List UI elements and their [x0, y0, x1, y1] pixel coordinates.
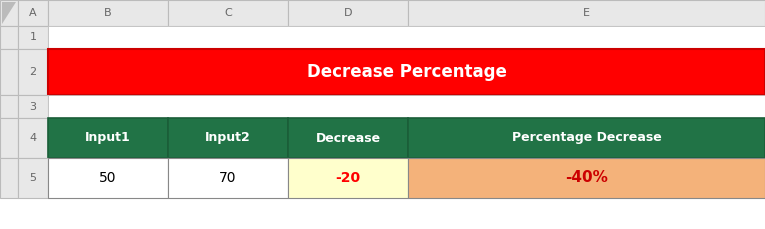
Text: 5: 5 — [30, 173, 37, 183]
Bar — [288, 118, 408, 158]
Bar — [18, 95, 48, 118]
Bar — [168, 118, 288, 158]
Bar — [168, 0, 288, 26]
Bar — [18, 49, 48, 95]
Bar — [48, 118, 168, 158]
Text: C: C — [224, 8, 232, 18]
Bar — [0, 49, 18, 95]
Text: Decrease Percentage: Decrease Percentage — [307, 63, 506, 81]
Bar — [0, 158, 18, 198]
Bar — [48, 49, 765, 95]
Text: 70: 70 — [220, 171, 236, 185]
Text: 4: 4 — [29, 133, 37, 143]
Text: Percentage Decrease: Percentage Decrease — [512, 131, 662, 144]
Bar — [0, 0, 18, 26]
Bar — [408, 118, 765, 158]
Text: -20: -20 — [335, 171, 360, 185]
Bar — [408, 158, 765, 198]
Bar — [288, 0, 408, 26]
Text: A: A — [29, 8, 37, 18]
Bar — [18, 0, 48, 26]
Text: -40%: -40% — [565, 171, 608, 185]
Bar — [408, 0, 765, 26]
Bar — [48, 158, 168, 198]
Text: B: B — [104, 8, 112, 18]
Bar — [0, 26, 18, 49]
Text: Decrease: Decrease — [315, 131, 380, 144]
Bar — [48, 0, 168, 26]
Bar — [18, 158, 48, 198]
Text: 2: 2 — [29, 67, 37, 77]
Bar — [0, 95, 18, 118]
Text: D: D — [343, 8, 352, 18]
Bar — [168, 158, 288, 198]
Bar — [0, 118, 18, 158]
Polygon shape — [2, 2, 16, 24]
Bar — [18, 26, 48, 49]
Bar — [48, 95, 765, 118]
Bar — [48, 26, 765, 49]
Bar — [288, 158, 408, 198]
Bar — [18, 118, 48, 158]
Text: Input1: Input1 — [85, 131, 131, 144]
Text: Input2: Input2 — [205, 131, 251, 144]
Text: 50: 50 — [99, 171, 117, 185]
Text: E: E — [583, 8, 590, 18]
Text: 1: 1 — [30, 33, 37, 43]
Text: 3: 3 — [30, 101, 37, 112]
